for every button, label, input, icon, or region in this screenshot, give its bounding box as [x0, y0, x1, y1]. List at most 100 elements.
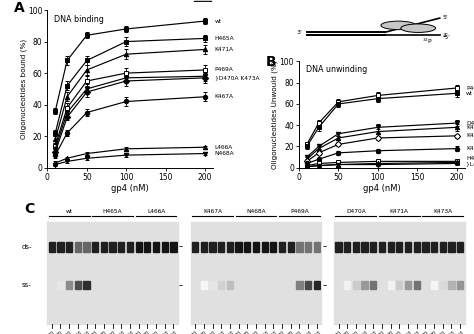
Bar [422, 241, 428, 252]
Bar [75, 281, 81, 289]
Text: 200: 200 [411, 330, 422, 334]
Bar [170, 241, 176, 252]
Bar [457, 281, 463, 289]
Text: P469A: P469A [290, 209, 309, 214]
Bar [388, 241, 394, 252]
Text: 200: 200 [82, 330, 91, 334]
Text: N468A: N468A [246, 209, 266, 214]
Text: K471A: K471A [466, 125, 474, 130]
Bar [253, 241, 259, 252]
Y-axis label: Oligonucleotides bound (%): Oligonucleotides bound (%) [20, 39, 27, 139]
Text: H465A: H465A [466, 156, 474, 161]
Bar [66, 241, 72, 252]
Text: 20: 20 [200, 330, 208, 334]
Text: 20: 20 [56, 330, 64, 334]
Text: 200: 200 [455, 330, 465, 334]
Bar [370, 281, 376, 289]
Bar [388, 281, 394, 289]
Bar [288, 241, 294, 252]
Bar [270, 241, 276, 252]
Text: DNA binding: DNA binding [54, 15, 104, 24]
Text: 50: 50 [352, 330, 360, 334]
Bar [396, 281, 402, 289]
Text: 100: 100 [259, 330, 270, 334]
Text: K467A: K467A [466, 146, 474, 151]
Text: 200: 200 [311, 330, 322, 334]
X-axis label: gp4 (nM): gp4 (nM) [363, 184, 401, 193]
Text: H465A: H465A [215, 36, 234, 41]
Text: B: B [266, 55, 276, 69]
Bar [127, 241, 133, 252]
Text: 200: 200 [225, 330, 235, 334]
Bar [305, 281, 311, 289]
Bar [396, 241, 402, 252]
Text: 10: 10 [421, 330, 429, 334]
Bar [370, 241, 376, 252]
Bar [431, 241, 437, 252]
Text: 200: 200 [268, 330, 279, 334]
Text: 50: 50 [65, 330, 73, 334]
Text: C: C [24, 202, 34, 216]
Text: *5': *5' [443, 35, 451, 40]
Text: 20: 20 [430, 330, 438, 334]
Text: P469A: P469A [215, 67, 233, 72]
Bar [101, 241, 107, 252]
Bar [144, 241, 150, 252]
Bar [296, 241, 302, 252]
Text: 10: 10 [235, 330, 243, 334]
Text: K473A: K473A [433, 209, 452, 214]
Text: ss-: ss- [22, 282, 32, 288]
Bar [262, 241, 268, 252]
Text: $^{32}$P: $^{32}$P [422, 37, 434, 46]
Bar [353, 241, 359, 252]
Text: 200: 200 [168, 330, 179, 334]
Bar [296, 281, 302, 289]
Text: K471A: K471A [390, 209, 409, 214]
Text: wt: wt [65, 209, 73, 214]
Bar [201, 281, 207, 289]
Bar [414, 281, 420, 289]
Bar [192, 241, 198, 252]
Text: DNA unwinding: DNA unwinding [306, 64, 367, 73]
Text: 10: 10 [278, 330, 286, 334]
Text: 200: 200 [125, 330, 135, 334]
Bar [362, 241, 368, 252]
Text: wt: wt [466, 91, 473, 96]
Bar [218, 281, 224, 289]
Text: 20: 20 [387, 330, 395, 334]
Text: 50: 50 [295, 330, 303, 334]
Text: –: – [322, 242, 326, 251]
Bar [162, 241, 168, 252]
Bar [405, 241, 411, 252]
Bar [305, 241, 311, 252]
Text: 100: 100 [403, 330, 413, 334]
Text: K467A: K467A [203, 209, 222, 214]
Text: L466A: L466A [215, 145, 233, 150]
Text: D470A: D470A [466, 121, 474, 126]
Text: 20: 20 [287, 330, 295, 334]
Bar [57, 241, 64, 252]
Bar [314, 281, 320, 289]
Bar [210, 241, 216, 252]
Bar [153, 241, 159, 252]
Text: 3': 3' [443, 33, 449, 37]
Bar [83, 281, 90, 289]
Bar [236, 241, 242, 252]
Y-axis label: Oligonucleotides Unwould (%): Oligonucleotides Unwould (%) [272, 60, 278, 169]
Circle shape [381, 21, 416, 30]
Bar [353, 281, 359, 289]
Circle shape [401, 24, 436, 32]
Bar [210, 281, 216, 289]
Text: 100: 100 [303, 330, 313, 334]
Text: 20: 20 [143, 330, 151, 334]
Bar [288, 281, 294, 289]
Text: K467A: K467A [215, 94, 234, 99]
Text: 50: 50 [252, 330, 260, 334]
Text: 100: 100 [359, 330, 370, 334]
Bar [279, 241, 285, 252]
Bar [75, 241, 81, 252]
Text: 50: 50 [209, 330, 217, 334]
Bar [414, 241, 420, 252]
Text: K473A: K473A [466, 133, 474, 138]
Text: H465A: H465A [103, 209, 122, 214]
